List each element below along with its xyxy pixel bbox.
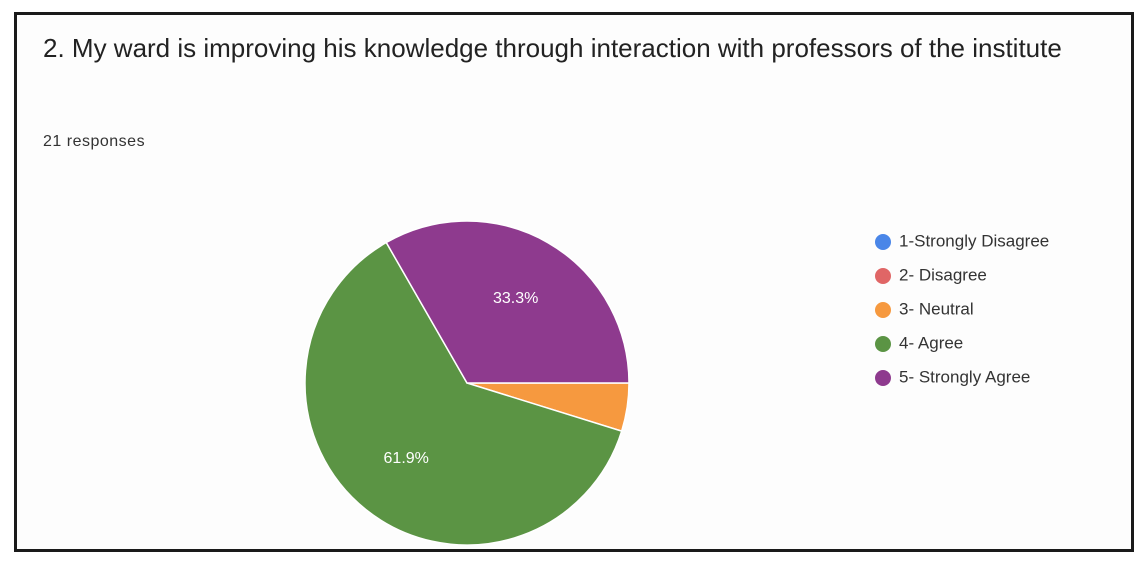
card: 2. My ward is improving his knowledge th… bbox=[14, 12, 1134, 552]
legend-swatch bbox=[875, 370, 891, 386]
legend-swatch bbox=[875, 302, 891, 318]
pie-slice bbox=[385, 220, 630, 384]
responses-count: 21 responses bbox=[43, 133, 146, 150]
legend-swatch bbox=[875, 268, 891, 284]
legend-label: 3- Neutral bbox=[899, 299, 974, 318]
slice-label: 33.3% bbox=[493, 290, 538, 307]
slice-label: 61.9% bbox=[384, 450, 429, 467]
legend-label: 5- Strongly Agree bbox=[899, 367, 1030, 386]
pie-slice bbox=[304, 241, 623, 546]
legend-label: 1-Strongly Disagree bbox=[899, 231, 1049, 250]
chart-title: 2. My ward is improving his knowledge th… bbox=[43, 33, 1062, 63]
legend-label: 2- Disagree bbox=[899, 265, 987, 284]
legend-swatch bbox=[875, 234, 891, 250]
legend-swatch bbox=[875, 336, 891, 352]
legend-label: 4- Agree bbox=[899, 333, 963, 352]
chart: 61.9% 33.3% 1-Strongly Disagree 2- Disagree… bbox=[304, 220, 1049, 546]
